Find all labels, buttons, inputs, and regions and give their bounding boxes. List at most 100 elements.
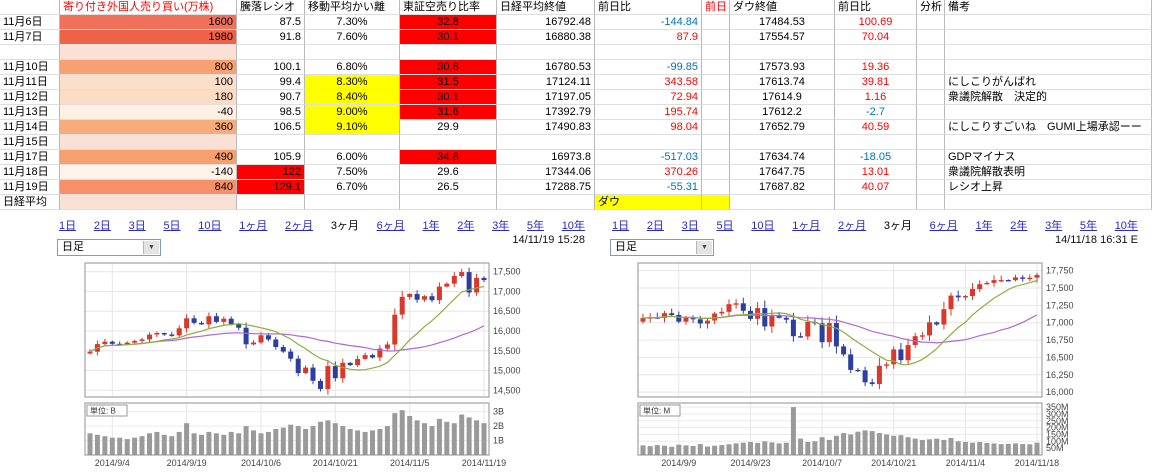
sheet-cell[interactable]: 29.6 (400, 165, 497, 180)
sheet-cell[interactable]: 105.9 (237, 150, 305, 165)
sheet-cell[interactable]: 17652.79 (730, 120, 835, 135)
sheet-cell[interactable]: 16973.8 (497, 150, 595, 165)
period-tab-2年[interactable]: 2年 (457, 220, 475, 232)
sheet-cell[interactable] (400, 135, 497, 150)
sheet-cell[interactable]: 800 (60, 60, 237, 75)
sheet-cell[interactable] (835, 45, 917, 60)
sheet-cell[interactable]: 6.80% (305, 60, 400, 75)
period-tab-10年[interactable]: 10年 (1114, 220, 1138, 232)
sheet-cell[interactable] (702, 165, 730, 180)
period-tab-1ヶ月[interactable]: 1ヶ月 (239, 220, 268, 232)
period-tab-3年[interactable]: 3年 (492, 220, 510, 232)
sheet-cell[interactable]: 40.07 (835, 180, 917, 195)
period-tab-2ヶ月[interactable]: 2ヶ月 (285, 220, 314, 232)
sheet-cell[interactable]: 7.60% (305, 30, 400, 45)
sheet-cell[interactable]: 100 (60, 75, 237, 90)
sheet-cell[interactable]: 360 (60, 120, 237, 135)
sheet-cell[interactable]: 343.58 (595, 75, 702, 90)
sheet-header-cell[interactable]: 日経平均終値 (497, 0, 595, 15)
sheet-cell[interactable]: 17647.75 (730, 165, 835, 180)
sheet-header-cell[interactable]: 寄り付き外国人売り買い(万株) (60, 0, 237, 15)
sheet-cell[interactable]: 17344.06 (497, 165, 595, 180)
sheet-cell[interactable]: 9.00% (305, 105, 400, 120)
sheet-cell[interactable]: -144.84 (595, 15, 702, 30)
sheet-cell[interactable] (702, 45, 730, 60)
sheet-cell[interactable] (917, 75, 945, 90)
period-tab-6ヶ月[interactable]: 6ヶ月 (376, 220, 405, 232)
sheet-cell[interactable] (400, 45, 497, 60)
sheet-cell[interactable] (60, 135, 237, 150)
sheet-cell[interactable]: 17613.74 (730, 75, 835, 90)
sheet-cell[interactable] (237, 135, 305, 150)
sheet-cell[interactable]: ダウ (595, 195, 702, 210)
sheet-cell[interactable]: -140 (60, 165, 237, 180)
sheet-cell[interactable]: 91.8 (237, 30, 305, 45)
sheet-cell[interactable]: 8.40% (305, 90, 400, 105)
sheet-cell[interactable]: 日経平均 (0, 195, 60, 210)
sheet-cell[interactable]: -99.85 (595, 60, 702, 75)
sheet-cell[interactable]: 32.8 (400, 15, 497, 30)
period-tab-2ヶ月[interactable]: 2ヶ月 (838, 220, 867, 232)
sheet-cell[interactable]: 8.30% (305, 75, 400, 90)
sheet-cell[interactable]: 106.5 (237, 120, 305, 135)
sheet-cell[interactable]: にしこりすごいね GUMI上場承認ーー (945, 120, 1152, 135)
sheet-cell[interactable] (945, 60, 1152, 75)
sheet-cell[interactable] (917, 60, 945, 75)
sheet-cell[interactable] (702, 180, 730, 195)
sheet-cell[interactable]: 13.01 (835, 165, 917, 180)
sheet-cell[interactable]: 17612.2 (730, 105, 835, 120)
sheet-cell[interactable]: 100.1 (237, 60, 305, 75)
sheet-header-cell[interactable]: ダウ終値 (730, 0, 835, 15)
sheet-cell[interactable]: 7.50% (305, 165, 400, 180)
sheet-cell[interactable]: 87.9 (595, 30, 702, 45)
period-tab-5日[interactable]: 5日 (716, 220, 734, 232)
sheet-cell[interactable]: 129.1 (237, 180, 305, 195)
sheet-cell[interactable]: 11月12日 (0, 90, 60, 105)
sheet-cell[interactable]: 11月17日 (0, 150, 60, 165)
sheet-header-cell[interactable] (0, 0, 60, 15)
sheet-header-cell[interactable]: 騰落レシオ (237, 0, 305, 15)
period-tab-6ヶ月[interactable]: 6ヶ月 (929, 220, 958, 232)
period-tab-3年[interactable]: 3年 (1045, 220, 1063, 232)
sheet-cell[interactable]: 11月10日 (0, 60, 60, 75)
sheet-header-cell[interactable]: 備考 (945, 0, 1152, 15)
sheet-cell[interactable] (917, 90, 945, 105)
period-tab-10年[interactable]: 10年 (561, 220, 585, 232)
sheet-cell[interactable]: 17614.9 (730, 90, 835, 105)
sheet-cell[interactable] (497, 195, 595, 210)
sheet-cell[interactable] (730, 195, 835, 210)
sheet-cell[interactable]: 90.7 (237, 90, 305, 105)
sheet-cell[interactable] (917, 120, 945, 135)
period-tab-3日[interactable]: 3日 (681, 220, 699, 232)
sheet-cell[interactable] (702, 30, 730, 45)
sheet-cell[interactable]: 31.6 (400, 105, 497, 120)
sheet-cell[interactable]: 30.1 (400, 30, 497, 45)
sheet-header-cell[interactable]: 前日比 (835, 0, 917, 15)
sheet-cell[interactable] (945, 135, 1152, 150)
sheet-cell[interactable]: レシオ上昇 (945, 180, 1152, 195)
nikkei-interval-select[interactable]: 日足 ▼ (57, 239, 161, 256)
sheet-cell[interactable]: 6.00% (305, 150, 400, 165)
sheet-cell[interactable] (305, 195, 400, 210)
sheet-cell[interactable] (917, 150, 945, 165)
sheet-cell[interactable]: -2.7 (835, 105, 917, 120)
sheet-cell[interactable] (702, 15, 730, 30)
sheet-cell[interactable]: -40 (60, 105, 237, 120)
sheet-cell[interactable]: 98.04 (595, 120, 702, 135)
sheet-cell[interactable]: 1600 (60, 15, 237, 30)
period-tab-1年[interactable]: 1年 (975, 220, 993, 232)
sheet-cell[interactable] (702, 150, 730, 165)
sheet-cell[interactable] (400, 195, 497, 210)
sheet-cell[interactable]: 9.10% (305, 120, 400, 135)
sheet-cell[interactable]: 100.69 (835, 15, 917, 30)
sheet-cell[interactable]: 490 (60, 150, 237, 165)
period-tab-3ヶ月[interactable]: 3ヶ月 (883, 220, 912, 232)
period-tab-2日[interactable]: 2日 (646, 220, 664, 232)
sheet-cell[interactable]: 16792.48 (497, 15, 595, 30)
sheet-cell[interactable] (917, 15, 945, 30)
sheet-cell[interactable]: 11月18日 (0, 165, 60, 180)
sheet-cell[interactable] (835, 195, 917, 210)
sheet-cell[interactable]: 19.36 (835, 60, 917, 75)
sheet-cell[interactable]: 1.16 (835, 90, 917, 105)
sheet-header-cell[interactable]: 移動平均かい離 (305, 0, 400, 15)
